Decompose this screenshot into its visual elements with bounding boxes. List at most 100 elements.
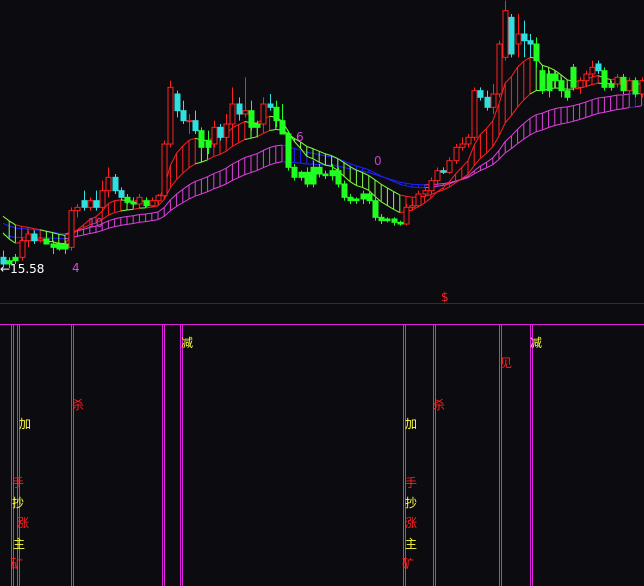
candle-body: [149, 200, 156, 207]
slow-band-upper-edge: [319, 154, 326, 157]
fast-band-upper-edge: [294, 141, 301, 149]
signal-label-kill: 杀: [433, 398, 446, 412]
candle: [546, 70, 553, 98]
signal-label-see: 见: [500, 356, 513, 370]
candle-body: [384, 218, 391, 222]
slow-band-upper-edge: [170, 193, 177, 201]
candle-body: [136, 196, 143, 205]
slow-band-lower-edge: [126, 222, 134, 225]
slow-band-upper-edge: [387, 178, 394, 183]
candle-body: [260, 103, 267, 125]
candle-body: [254, 123, 261, 128]
fast-band-lower-edge: [467, 165, 475, 175]
signal-label-mine: 矿: [402, 557, 415, 571]
candle: [192, 110, 199, 134]
candle-body: [223, 123, 230, 138]
slow-band-lower-edge: [598, 111, 605, 114]
slow-band-upper-edge: [480, 161, 487, 167]
candle-body: [614, 76, 621, 85]
candle-body: [143, 200, 150, 207]
slow-band-upper-edge: [598, 96, 605, 99]
fast-band-lower-edge: [374, 179, 382, 185]
candle: [254, 120, 261, 138]
slow-band-upper-edge: [486, 157, 494, 163]
fast-band-lower-edge: [319, 150, 326, 155]
fast-band-upper-edge: [387, 205, 394, 210]
slow-band-upper-edge: [101, 220, 109, 225]
slow-band-upper-edge: [256, 149, 264, 155]
fast-band-lower-edge: [306, 145, 314, 150]
candle-body: [130, 201, 137, 205]
slow-band-lower-edge: [275, 161, 283, 164]
candle-body: [285, 133, 292, 168]
candle: [322, 170, 329, 179]
signal-number: 4: [72, 261, 80, 275]
candle: [620, 74, 627, 94]
fast-band-lower-edge: [256, 132, 264, 138]
candle-body: [620, 76, 627, 92]
candle: [19, 237, 26, 261]
candle-body: [546, 73, 553, 92]
fast-band-lower-edge: [523, 93, 531, 101]
slow-band-lower-edge: [511, 143, 518, 149]
slow-band-lower-edge: [461, 177, 469, 180]
fast-band-lower-edge: [52, 232, 59, 235]
candle: [217, 124, 224, 141]
slow-band-upper-edge: [343, 160, 351, 165]
candle-body: [583, 73, 590, 82]
slow-band-upper-edge: [145, 212, 152, 215]
signal-number: 10: [88, 216, 104, 230]
candle-body: [533, 43, 540, 62]
slow-band-lower-edge: [536, 129, 543, 133]
candle: [508, 14, 515, 58]
fast-band-lower-edge: [510, 106, 519, 116]
candle-body: [25, 233, 32, 242]
signal-label-reduce: 减: [181, 336, 194, 350]
candle-body: [161, 143, 168, 197]
fast-band-upper-edge: [380, 201, 388, 207]
candle-body: [335, 170, 342, 185]
candle-body: [484, 96, 491, 108]
low-price-value: 15.58: [10, 262, 45, 276]
slow-band-upper-edge: [368, 169, 376, 174]
candle-body: [236, 103, 243, 115]
candle-body: [118, 190, 125, 198]
candle: [366, 190, 373, 204]
slow-band-lower-edge: [529, 131, 537, 136]
slow-band-lower-edge: [387, 177, 394, 181]
fast-band-lower-edge: [21, 225, 28, 228]
candle-body: [552, 73, 559, 82]
candle: [285, 130, 292, 171]
fast-band-lower-edge: [269, 128, 276, 132]
candle: [43, 237, 50, 245]
fast-band-upper-edge: [182, 139, 190, 147]
slow-band-lower-edge: [399, 181, 407, 184]
candle: [515, 14, 522, 58]
fast-band-lower-edge: [492, 135, 500, 148]
candle-body: [56, 243, 63, 250]
slow-band-upper-edge: [163, 199, 171, 208]
slow-band-lower-edge: [213, 186, 221, 190]
candle-body: [422, 190, 429, 195]
slow-band-lower-edge: [362, 170, 369, 174]
candle: [341, 180, 348, 201]
candle: [50, 240, 57, 254]
candle: [205, 130, 212, 154]
slow-band-upper-edge: [77, 228, 84, 232]
candle: [12, 254, 19, 264]
slow-band-upper-edge: [294, 148, 301, 151]
slow-band-upper-edge: [83, 226, 90, 230]
fast-band-lower-edge: [362, 172, 370, 177]
slow-band-lower-edge: [139, 221, 146, 223]
slow-band-lower-edge: [195, 193, 202, 197]
candle-body: [174, 93, 181, 112]
slow-band-lower-edge: [250, 169, 258, 174]
signal-label-main: 主: [13, 537, 26, 551]
arrow-left-icon: ←: [0, 262, 11, 276]
candle-body: [167, 86, 174, 145]
fast-band-upper-edge: [77, 224, 84, 231]
slow-band-upper-edge: [604, 95, 611, 98]
slow-band-lower-edge: [95, 230, 103, 233]
